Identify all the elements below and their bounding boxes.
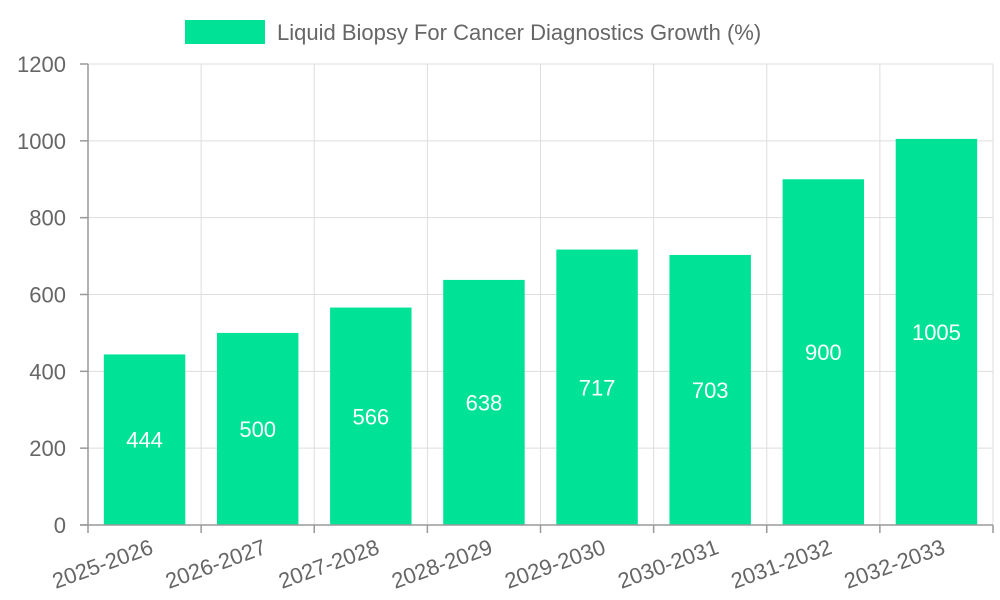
data-label: 717 xyxy=(579,375,616,400)
x-tick-label: 2028-2029 xyxy=(388,534,495,593)
y-axis-ticks: 0 200 400 600 800 1000 1200 xyxy=(17,52,88,538)
x-tick-label: 2026-2027 xyxy=(162,534,269,593)
data-label: 566 xyxy=(352,404,389,429)
legend: Liquid Biopsy For Cancer Diagnostics Gro… xyxy=(185,20,761,45)
data-label: 500 xyxy=(239,417,276,442)
y-tick-label: 600 xyxy=(29,283,66,308)
bar[interactable] xyxy=(782,179,865,525)
data-label: 900 xyxy=(805,340,842,365)
data-label: 1005 xyxy=(912,320,961,345)
y-tick-label: 400 xyxy=(29,359,66,384)
data-label: 444 xyxy=(126,428,163,453)
x-axis-ticks: 2025-2026 2026-2027 2027-2028 2028-2029 2029… xyxy=(49,525,994,594)
y-tick-label: 1200 xyxy=(17,52,66,77)
bar[interactable] xyxy=(669,254,751,525)
x-tick-label: 2030-2031 xyxy=(614,534,721,593)
data-label: 638 xyxy=(466,390,503,415)
axes xyxy=(80,64,993,526)
bar[interactable] xyxy=(103,354,186,525)
y-tick-label: 1000 xyxy=(17,129,66,154)
x-tick-label: 2031-2032 xyxy=(728,534,835,593)
bar[interactable] xyxy=(895,138,978,525)
bars xyxy=(103,138,978,526)
y-tick-label: 200 xyxy=(29,436,66,461)
bar[interactable] xyxy=(216,332,299,525)
y-tick-label: 800 xyxy=(29,206,66,231)
x-tick-label: 2027-2028 xyxy=(275,534,382,593)
legend-label: Liquid Biopsy For Cancer Diagnostics Gro… xyxy=(277,20,761,45)
grid xyxy=(88,63,994,525)
bar[interactable] xyxy=(443,279,525,525)
data-label: 703 xyxy=(692,378,729,403)
x-tick-label: 2025-2026 xyxy=(49,534,156,593)
x-tick-label: 2032-2033 xyxy=(841,534,948,593)
y-tick-label: 0 xyxy=(54,513,66,538)
x-tick-label: 2029-2030 xyxy=(501,534,608,593)
bar[interactable] xyxy=(556,249,638,526)
legend-swatch xyxy=(185,20,265,44)
data-labels: 444 500 566 638 717 703 900 1005 xyxy=(126,320,961,453)
bar[interactable] xyxy=(330,307,412,525)
